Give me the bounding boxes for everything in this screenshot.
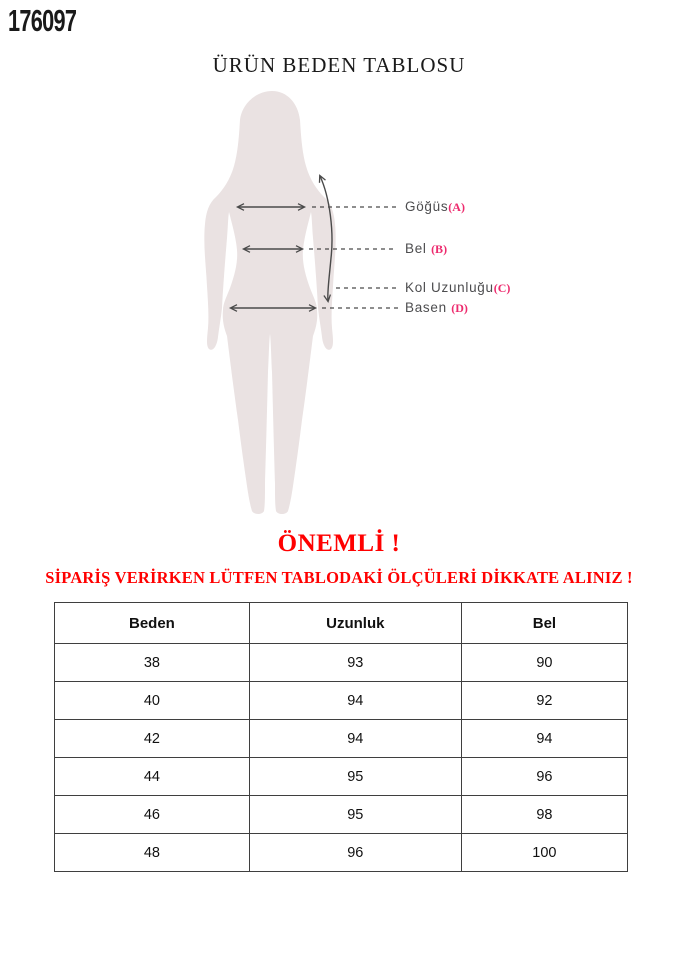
table-cell: 90 (460, 643, 629, 682)
column-header-bel: Bel (460, 602, 629, 644)
table-cell: 40 (54, 681, 250, 720)
measure-label-chest-text: Göğüs (405, 199, 449, 214)
table-cell: 95 (248, 795, 462, 834)
size-table: Beden Uzunluk Bel 38 93 90 40 94 92 42 9… (54, 602, 629, 872)
table-cell: 44 (54, 757, 250, 796)
table-cell: 94 (460, 719, 629, 758)
measure-key-d: (D) (451, 301, 468, 315)
table-cell: 92 (460, 681, 629, 720)
measure-label-waist-text: Bel (405, 241, 432, 256)
table-cell: 94 (248, 719, 462, 758)
table-cell: 93 (248, 643, 462, 682)
table-cell: 96 (248, 833, 462, 872)
body-silhouette (204, 91, 336, 514)
table-cell: 48 (54, 833, 250, 872)
table-cell: 95 (248, 757, 462, 796)
measure-label-chest: Göğüs(A) (405, 199, 465, 215)
notice-heading: ÖNEMLİ ! (277, 530, 401, 557)
table-cell: 42 (54, 719, 250, 758)
table-row: 46 95 98 (54, 795, 629, 834)
table-cell: 94 (248, 681, 462, 720)
measure-label-hip-text: Basen (405, 300, 452, 315)
measure-key-b: (B) (431, 242, 448, 256)
measure-label-hip: Basen (D) (405, 300, 468, 316)
page-title: ÜRÜN BEDEN TABLOSU (212, 53, 466, 77)
notice-subheading: SİPARİŞ VERİRKEN LÜTFEN TABLODAKİ ÖLÇÜLE… (45, 568, 633, 587)
table-cell: 100 (460, 833, 629, 872)
arm-length-arrow (318, 174, 333, 304)
measure-key-a: (A) (448, 200, 465, 214)
table-row: 38 93 90 (54, 643, 629, 682)
column-header-uzunluk: Uzunluk (248, 602, 462, 644)
table-cell: 38 (54, 643, 250, 682)
measure-label-waist: Bel (B) (405, 241, 448, 257)
table-cell: 96 (460, 757, 629, 796)
table-row: 40 94 92 (54, 681, 629, 720)
table-row: 48 96 100 (54, 833, 629, 872)
product-code: 176097 (8, 3, 77, 38)
table-header-row: Beden Uzunluk Bel (54, 602, 629, 644)
measure-label-arm: Kol Uzunluğu(C) (405, 280, 511, 296)
column-header-beden: Beden (54, 602, 250, 644)
table-cell: 98 (460, 795, 629, 834)
measure-label-arm-text: Kol Uzunluğu (405, 280, 494, 295)
table-row: 44 95 96 (54, 757, 629, 796)
measure-key-c: (C) (493, 281, 511, 295)
table-row: 42 94 94 (54, 719, 629, 758)
table-cell: 46 (54, 795, 250, 834)
